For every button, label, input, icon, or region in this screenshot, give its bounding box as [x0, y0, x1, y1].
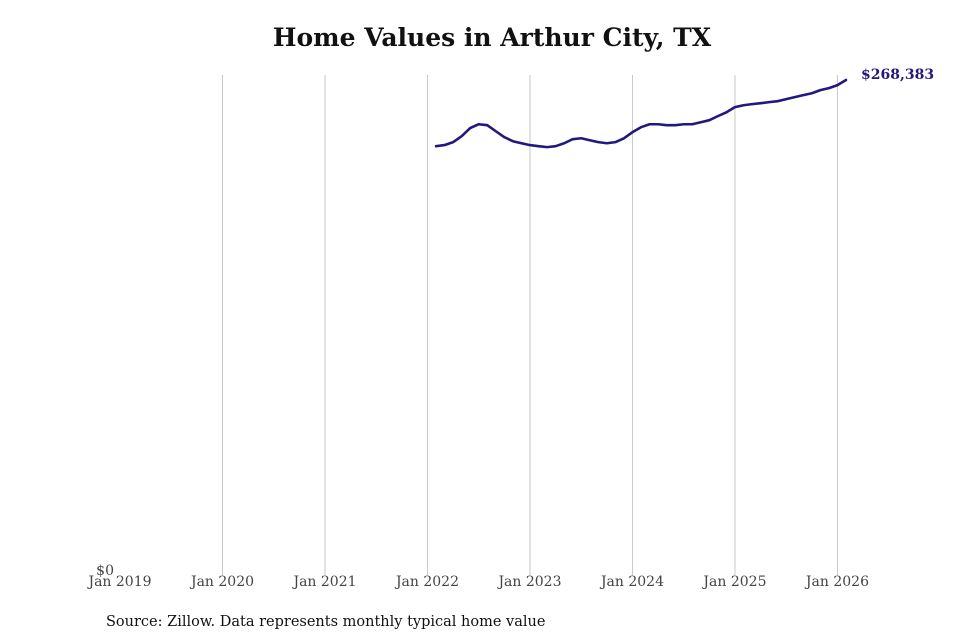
x-tick-label: Jan 2022: [394, 574, 459, 590]
value-label: $268,383: [861, 67, 934, 83]
x-tick-label: Jan 2020: [189, 574, 254, 590]
x-tick-label: Jan 2021: [291, 574, 356, 590]
y-tick-label: $0: [96, 563, 114, 579]
data-line: [434, 78, 848, 149]
x-tick-label: Jan 2026: [804, 574, 869, 590]
chart-title: Home Values in Arthur City, TX: [273, 23, 712, 52]
source-note: Source: Zillow. Data represents monthly …: [106, 614, 545, 630]
x-tick-label: Jan 2023: [496, 574, 561, 590]
x-tick-label: Jan 2019: [86, 574, 151, 590]
x-tick-label: Jan 2024: [599, 574, 664, 590]
x-tick-label: Jan 2025: [701, 574, 766, 590]
